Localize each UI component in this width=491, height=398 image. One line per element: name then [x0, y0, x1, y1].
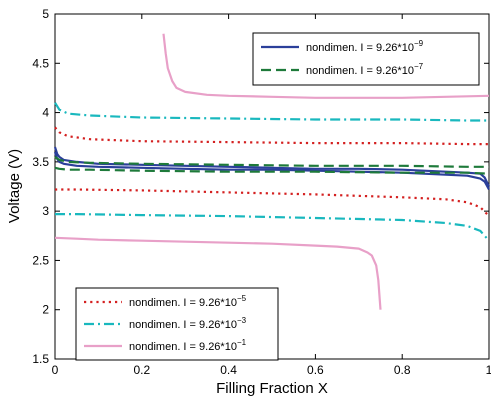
legend-entry-label: nondimen. I = 9.26*10−1: [129, 338, 247, 353]
legend-top-right: nondimen. I = 9.26*10−9 nondimen. I = 9.2…: [252, 32, 480, 86]
x-tick-label: 0.6: [307, 363, 324, 377]
y-tick-label: 2.5: [32, 253, 49, 267]
series-layer: [53, 33, 490, 310]
x-tick-label: 0.4: [220, 363, 237, 377]
legend-entry-exponent: −7: [414, 62, 424, 71]
x-tick-label: 0.2: [133, 363, 150, 377]
y-axis-label: Voltage (V): [6, 149, 23, 223]
x-tick-label: 1: [486, 363, 491, 377]
y-tick-label: 2: [42, 303, 49, 317]
axis-ticks: 0 0.2 0.4 0.6 0.8 1 1.5 2 2.5 3 3.5 4 4.5 5: [32, 7, 491, 377]
y-tick-label: 3.5: [32, 155, 49, 169]
series-line-2-curve-2: [54, 166, 490, 175]
legend-entry-exponent: −3: [237, 316, 247, 325]
series-line-5-curve-2: [54, 236, 382, 310]
series-line-4-curve-1: [54, 102, 489, 122]
legend-entry-label: nondimen. I = 9.26*10−9: [306, 39, 424, 54]
series-line-4-curve-2: [55, 213, 490, 242]
legend-bottom-left: nondimen. I = 9.26*10−5 nondimen. I = 9.2…: [75, 287, 279, 361]
x-tick-label: 0: [52, 363, 59, 377]
legend-entry-exponent: −9: [414, 39, 424, 48]
legend-entry-exponent: −5: [237, 294, 247, 303]
legend-box: [252, 32, 480, 86]
legend-entry-label: nondimen. I = 9.26*10−5: [129, 294, 247, 309]
legend-entry-label: nondimen. I = 9.26*10−7: [306, 62, 424, 77]
y-tick-label: 3: [42, 204, 49, 218]
x-axis-label: Filling Fraction X: [216, 380, 328, 397]
series-line-3-curve-2: [55, 188, 490, 217]
series-line-5-curve-1: [162, 33, 490, 99]
x-tick-label: 0.8: [394, 363, 411, 377]
y-tick-label: 4: [42, 106, 49, 120]
legend-entry-label: nondimen. I = 9.26*10−3: [129, 316, 247, 331]
y-tick-label: 4.5: [32, 56, 49, 70]
legend-entry-exponent: −1: [237, 338, 247, 347]
y-tick-label: 1.5: [32, 352, 49, 366]
y-tick-label: 5: [42, 7, 49, 21]
series-line-1-curve-1: [53, 151, 490, 191]
series-line-2-curve-1: [54, 155, 489, 168]
